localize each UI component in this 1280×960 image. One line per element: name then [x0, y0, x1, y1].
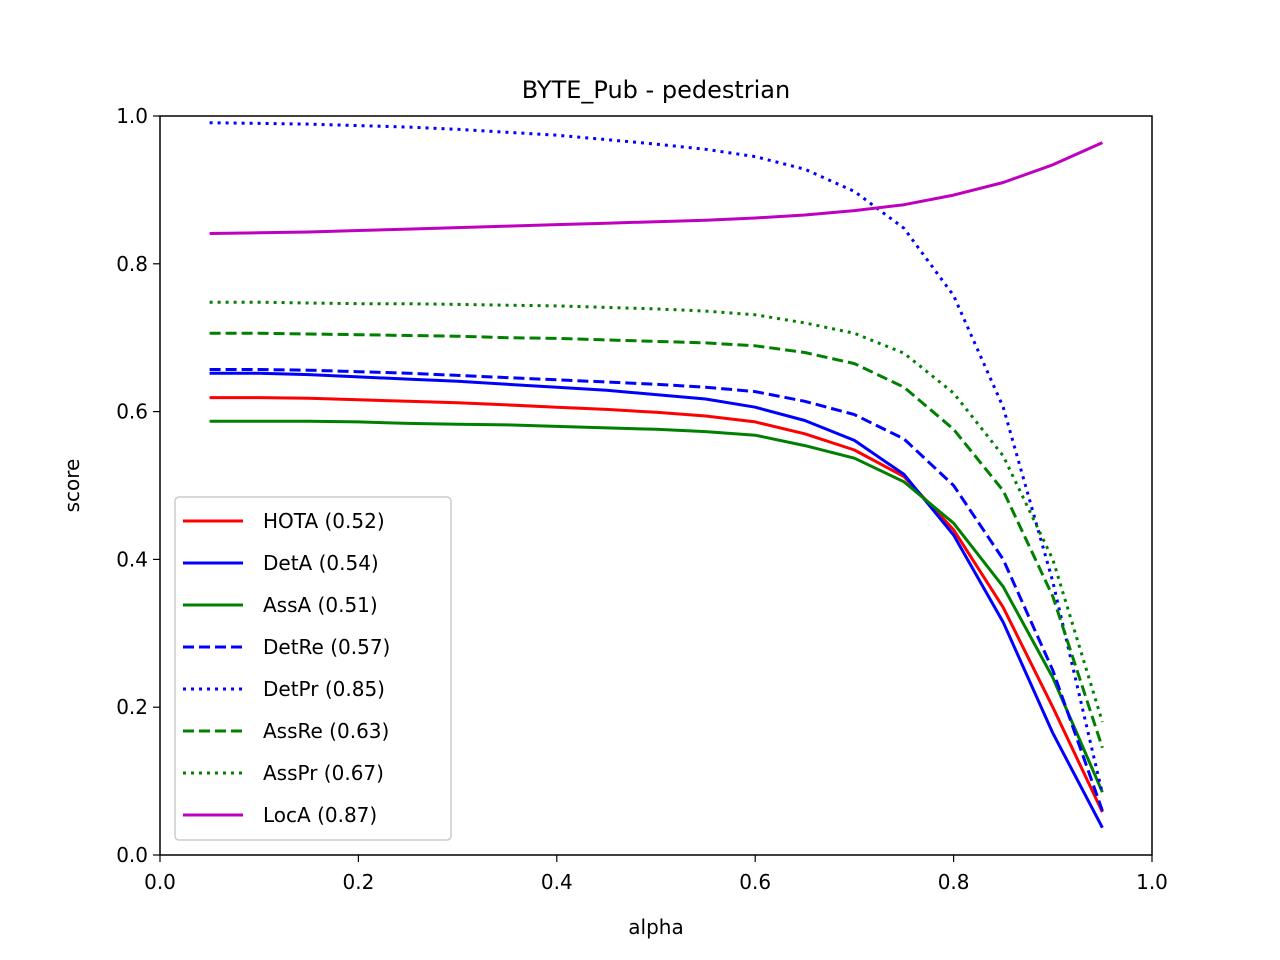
- series-line-assre: [209, 331, 1104, 749]
- legend-label-asspr: AssPr (0.67): [263, 761, 384, 785]
- legend-label-hota: HOTA (0.52): [263, 509, 385, 533]
- legend-box: [174, 496, 452, 841]
- legend-label-assre: AssRe (0.63): [263, 719, 389, 743]
- legend-label-loca: LocA (0.87): [263, 803, 377, 827]
- legend-label-detre: DetRe (0.57): [263, 635, 390, 659]
- y-axis-label: score: [60, 459, 84, 513]
- series-line-deta: [209, 371, 1104, 829]
- series-line-assa: [209, 419, 1104, 793]
- x-tick-label: 0.6: [739, 870, 771, 894]
- y-tick-label: 0.8: [116, 252, 148, 276]
- legend-label-detpr: DetPr (0.85): [263, 677, 385, 701]
- x-tick-label: 0.8: [938, 870, 970, 894]
- y-tick-label: 0.0: [116, 843, 148, 867]
- y-tick-label: 0.2: [116, 695, 148, 719]
- y-tick-label: 0.6: [116, 400, 148, 424]
- plot-frame: [159, 115, 1153, 856]
- x-tick-label: 0.2: [342, 870, 374, 894]
- x-tick-label: 0.0: [144, 870, 176, 894]
- series-line-loca: [209, 141, 1104, 235]
- x-tick-label: 1.0: [1136, 870, 1168, 894]
- series-line-detre: [209, 368, 1104, 812]
- chart-title: BYTE_Pub - pedestrian: [522, 76, 790, 104]
- series-line-hota: [209, 396, 1104, 813]
- x-axis-label: alpha: [628, 915, 683, 939]
- legend-label-assa: AssA (0.51): [263, 593, 378, 617]
- y-tick-label: 1.0: [116, 104, 148, 128]
- legend-label-deta: DetA (0.54): [263, 551, 379, 575]
- y-tick-label: 0.4: [116, 547, 148, 571]
- legend: HOTA (0.52) DetA (0.54) AssA (0.51) DetRe (…: [174, 496, 452, 841]
- x-tick-label: 0.4: [541, 870, 573, 894]
